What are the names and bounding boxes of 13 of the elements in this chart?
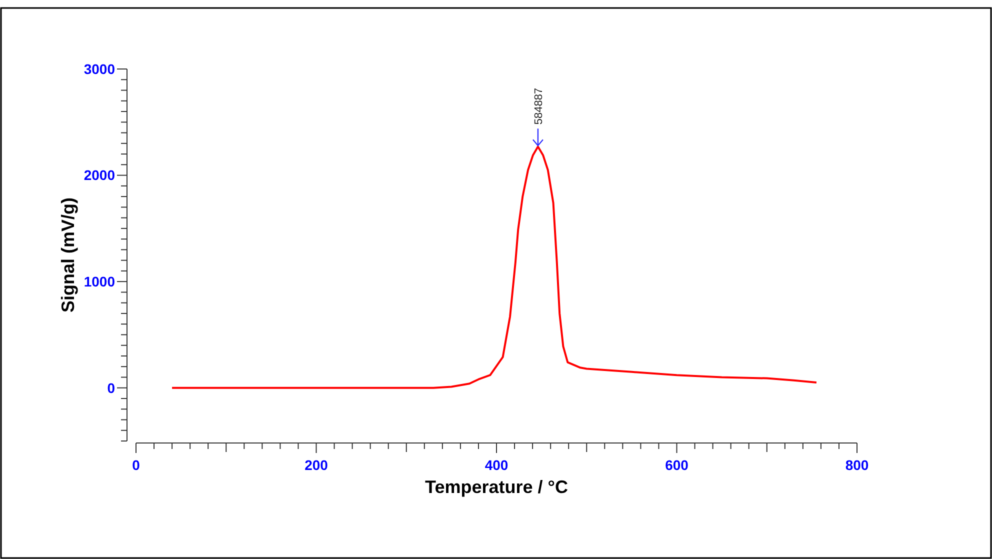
y-tick-label: 1000 [84, 273, 116, 290]
x-tick-label: 600 [665, 457, 689, 473]
annotation: 584887 [532, 88, 545, 125]
x-tick-label: 200 [304, 457, 328, 473]
x-tick-label: 0 [132, 457, 140, 473]
x-tick-label: 400 [484, 457, 508, 473]
y-tick-label: 0 [107, 380, 116, 396]
x-tick-label: 800 [845, 457, 869, 473]
y-tick-label: 2000 [84, 167, 116, 184]
y-axis-title: Signal (mV/g) [58, 197, 78, 313]
x-axis-title: Temperature / °C [425, 477, 568, 497]
line-series [171, 146, 818, 389]
y-tick-label: 3000 [84, 60, 116, 77]
